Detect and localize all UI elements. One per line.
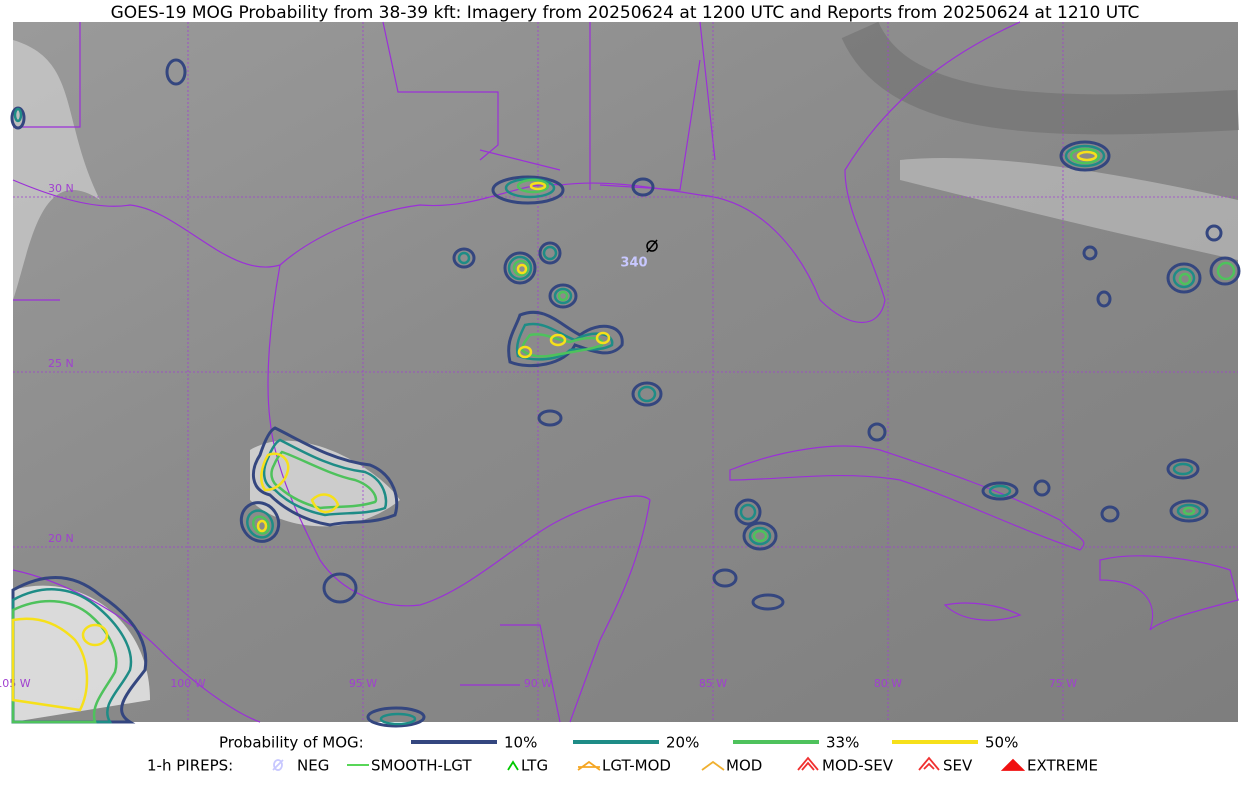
lon-label: 100 W	[170, 677, 205, 690]
lon-label: 80 W	[874, 677, 902, 690]
hispaniola	[1099, 555, 1239, 631]
legend-label: 20%	[666, 734, 699, 752]
legend-title: Probability of MOG:	[219, 734, 364, 752]
legend-label: 10%	[504, 734, 537, 752]
legend-label: LTG	[521, 757, 548, 775]
legend-title: 1-h PIREPS:	[147, 757, 233, 775]
lat-label: 20 N	[48, 532, 74, 545]
cloud	[13, 40, 100, 300]
legend-icon	[918, 756, 940, 771]
legend-label: SMOOTH-LGT	[371, 757, 472, 775]
pirep-symbol	[646, 240, 658, 252]
dry-slot	[841, 20, 1240, 135]
title: GOES-19 MOG Probability from 38-39 kft: …	[111, 3, 1140, 23]
legend-label: 33%	[826, 734, 859, 752]
legend-label: LGT-MOD	[602, 757, 671, 775]
legend-label: SEV	[943, 757, 973, 775]
map: 30 N 25 N 20 N 105 W 100 W 95 W 90 W 85 W 80 W 75…	[0, 20, 1241, 728]
legend-label: EXTREME	[1027, 757, 1098, 775]
coastline	[267, 264, 651, 723]
lat-label: 30 N	[48, 182, 74, 195]
legend-icon	[577, 760, 601, 771]
coastline	[12, 569, 261, 723]
graticule: 30 N 25 N 20 N 105 W 100 W 95 W 90 W 85 W 80 W 75…	[0, 22, 1238, 722]
lon-label: 105 W	[0, 677, 31, 690]
legend-label: 50%	[985, 734, 1018, 752]
lon-label: 75 W	[1049, 677, 1077, 690]
pirep-altitude: 340	[620, 256, 647, 271]
pirep-symbol	[646, 239, 658, 253]
lon-label: 85 W	[699, 677, 727, 690]
jamaica	[943, 602, 1022, 621]
legend-label: NEG	[297, 757, 329, 775]
pirep-report: 340	[620, 239, 658, 271]
mog-contours	[10, 58, 1241, 728]
borders	[13, 21, 716, 723]
legend: Probability of MOG: 10% 20% 33% 50% 1-h PIREP…	[147, 734, 1098, 775]
lat-label: 25 N	[48, 357, 74, 370]
legend-icon	[507, 760, 519, 771]
legend-icon	[701, 760, 725, 771]
coastline	[12, 21, 1021, 323]
legend-icon	[797, 756, 819, 771]
lon-label: 90 W	[524, 677, 552, 690]
cuba	[729, 445, 1085, 551]
cloud	[900, 158, 1238, 260]
legend-label: MOD-SEV	[822, 757, 894, 775]
lon-label: 95 W	[349, 677, 377, 690]
legend-icon	[272, 759, 284, 771]
legend-icon	[1000, 758, 1026, 771]
legend-label: MOD	[726, 757, 762, 775]
